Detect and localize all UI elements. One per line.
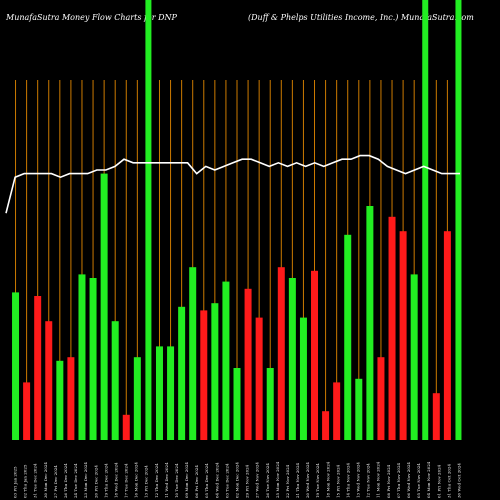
x-tick-label: 31 Tue Dec 2024: [33, 463, 38, 498]
bar: [333, 382, 341, 440]
bar: [410, 274, 418, 440]
bar: [366, 206, 374, 440]
x-tick-label: 20 Wed Nov 2024: [305, 462, 310, 498]
bar: [122, 414, 130, 440]
bar: [244, 288, 252, 440]
bar-series: [12, 173, 451, 440]
bar: [167, 346, 175, 440]
x-tick-label: 06 Wed Nov 2024: [406, 462, 411, 498]
x-tick-label: 16 Mon Dec 2024: [134, 462, 139, 498]
x-tick-label: 03 Tue Dec 2024: [224, 463, 229, 498]
x-tick-label: 09 Mon Dec 2024: [184, 462, 189, 498]
x-tick-label: 11 Wed Dec 2024: [164, 462, 169, 498]
bar: [56, 360, 64, 440]
x-tick-label: 14 Thu Nov 2024: [345, 462, 350, 498]
chart-title-left: MunafaSutra Money Flow Charts for DNP: [5, 13, 178, 22]
x-tick-label: 26 Thu Dec 2024: [63, 463, 68, 498]
x-tick-label: 03 Fri Jan 2025: [13, 466, 18, 498]
x-tick-label: 12 Thu Dec 2024: [154, 463, 159, 498]
bar: [200, 310, 208, 440]
x-tick-label: 01 Fri Nov 2024: [436, 464, 441, 498]
bar: [133, 357, 141, 440]
x-tick-label: 31 Thu Oct 2024: [446, 464, 451, 498]
bar: [78, 274, 86, 440]
x-tick-label: 02 Mon Dec 2024: [235, 462, 240, 498]
bar: [288, 278, 296, 440]
x-tick-label: 30 Wed Oct 2024: [456, 463, 461, 498]
bar: [211, 303, 219, 440]
x-tick-label: 24 Tue Dec 2024: [73, 463, 78, 498]
bar: [178, 306, 186, 440]
x-tick-label: 27 Fri Dec 2024: [53, 465, 58, 498]
x-tick-label: 02 Thu Jan 2025: [23, 464, 28, 498]
x-tick-label: 20 Fri Dec 2024: [93, 465, 98, 498]
bar: [233, 368, 241, 440]
x-tick-label: 08 Fri Nov 2024: [386, 464, 391, 498]
line-series: [5, 154, 460, 214]
bar: [45, 321, 53, 440]
x-tick-labels: 03 Fri Jan 2025 02 Thu Jan 2025 31 Tue Dec…: [13, 461, 462, 498]
x-tick-label: 30 Mon Dec 2024: [43, 462, 48, 498]
x-tick-label: 17 Tue Dec 2024: [124, 463, 129, 498]
x-tick-label: 26 Tue Nov 2024: [265, 463, 270, 498]
bar: [189, 267, 197, 440]
bar: [222, 281, 230, 440]
x-tick-label: 13 Wed Nov 2024: [356, 462, 361, 498]
x-tick-label: 10 Tue Dec 2024: [174, 463, 179, 498]
x-tick-label: 18 Mon Nov 2024: [325, 461, 330, 498]
x-tick-label: 29 Fri Nov 2024: [245, 464, 250, 498]
chart-title-right: (Duff & Phelps Utilities Income, Inc.) M…: [248, 13, 474, 22]
bar: [155, 346, 163, 440]
x-tick-label: 12 Tue Nov 2024: [366, 463, 371, 498]
x-tick-label: 19 Tue Nov 2024: [315, 463, 320, 498]
bar: [23, 382, 31, 440]
x-tick-label: 11 Mon Nov 2024: [376, 461, 381, 498]
x-tick-label: 18 Wed Dec 2024: [113, 462, 118, 498]
bar: [344, 234, 352, 440]
bar: [388, 216, 396, 440]
bar: [89, 278, 97, 440]
x-tick-label: 04 Wed Dec 2024: [214, 462, 219, 498]
bar: [266, 368, 274, 440]
bar: [399, 231, 407, 440]
bar: [277, 267, 285, 440]
x-tick-label: 07 Thu Nov 2024: [396, 462, 401, 498]
bar: [111, 321, 119, 440]
x-tick-label: 05 Thu Dec 2024: [204, 463, 209, 498]
x-tick-label: 27 Wed Nov 2024: [255, 462, 260, 498]
bar: [67, 357, 75, 440]
x-tick-label: 06 Fri Dec 2024: [194, 465, 199, 498]
x-tick-label: 23 Mon Dec 2024: [83, 462, 88, 498]
money-flow-line: [5, 154, 460, 214]
x-tick-label: 21 Thu Nov 2024: [295, 462, 300, 498]
x-tick-label: 19 Thu Dec 2024: [103, 463, 108, 498]
bar: [322, 411, 330, 440]
bar: [255, 317, 263, 440]
bar: [355, 378, 363, 440]
bar: [12, 292, 20, 440]
bar: [34, 296, 42, 440]
bar: [299, 317, 307, 440]
x-tick-label: 05 Tue Nov 2024: [416, 463, 421, 498]
x-tick-label: 25 Mon Nov 2024: [275, 461, 280, 498]
bar: [443, 231, 451, 440]
x-tick-label: 22 Fri Nov 2024: [285, 464, 290, 498]
bar: [311, 270, 319, 440]
bar: [100, 173, 108, 440]
x-tick-label: 04 Mon Nov 2024: [426, 461, 431, 498]
x-tick-label: 13 Fri Dec 2024: [144, 465, 149, 498]
bar: [377, 357, 385, 440]
bar: [432, 393, 440, 440]
x-tick-label: 15 Fri Nov 2024: [335, 464, 340, 498]
